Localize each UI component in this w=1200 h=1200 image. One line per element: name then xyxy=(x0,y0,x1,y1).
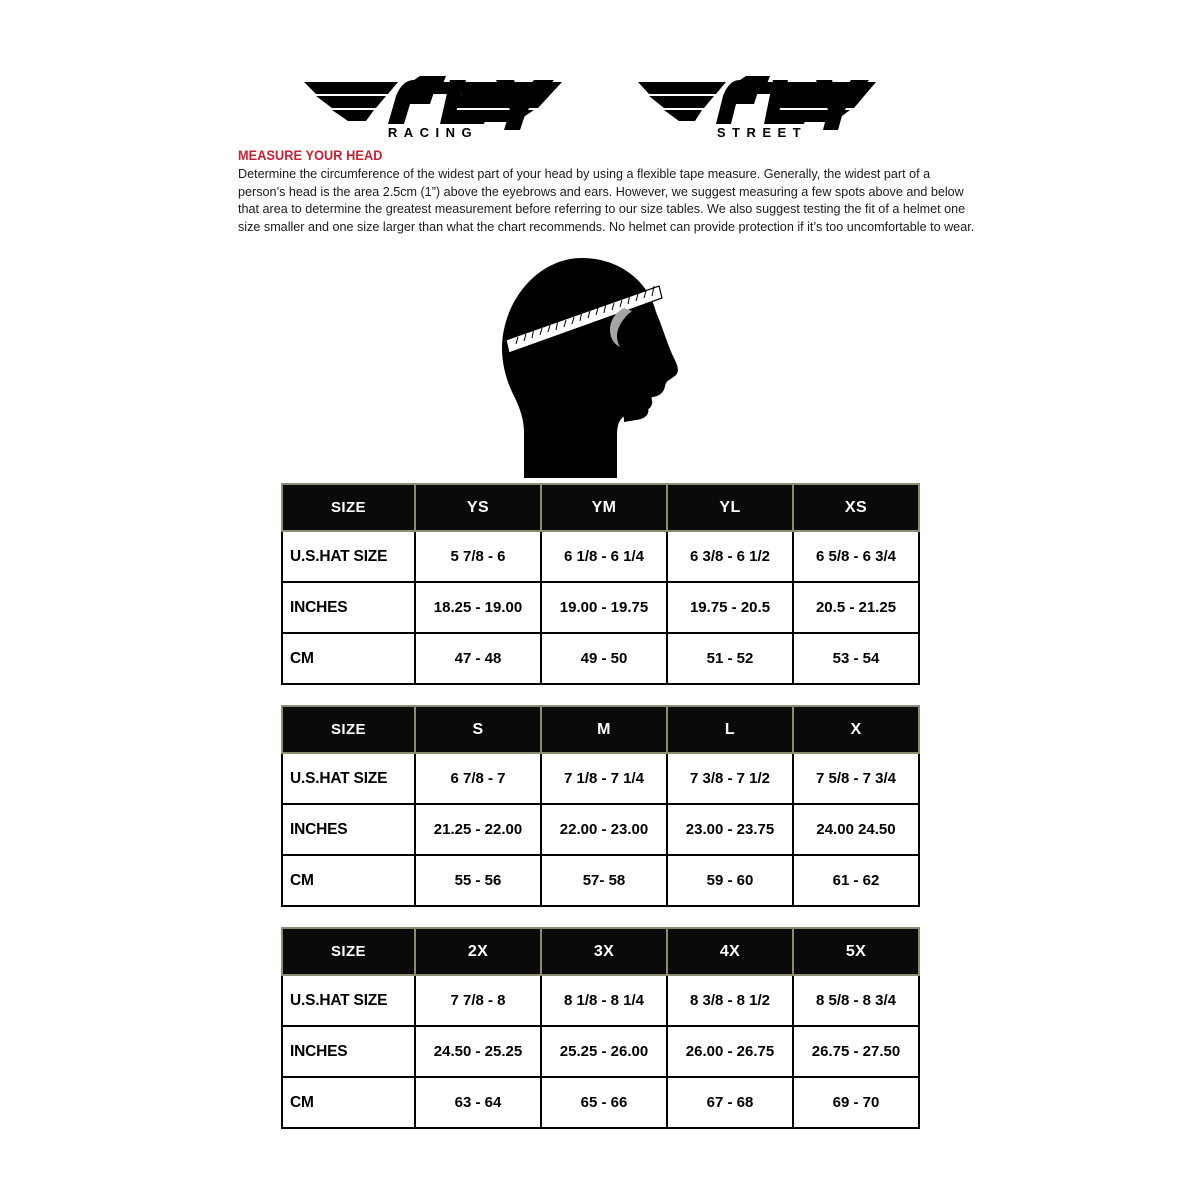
table-row: CM 55 - 56 57- 58 59 - 60 61 - 62 xyxy=(281,854,920,907)
cell-value: 18.25 - 19.00 xyxy=(414,581,542,634)
cell-value: 22.00 - 23.00 xyxy=(540,803,668,856)
intro-body-text: Determine the circumference of the wides… xyxy=(238,166,975,234)
column-header-ys: YS xyxy=(414,483,542,532)
cell-value: 61 - 62 xyxy=(792,854,920,907)
size-table-adult-standard: SIZE S M L X U.S.HAT SIZE 6 7/8 - 7 7 1/… xyxy=(281,705,920,907)
fly-street-wordmark: STREET xyxy=(717,125,807,140)
cell-value: 26.00 - 26.75 xyxy=(666,1025,794,1078)
cell-value: 6 7/8 - 7 xyxy=(414,752,542,805)
column-header-m: M xyxy=(540,705,668,754)
size-table-adult-plus: SIZE 2X 3X 4X 5X U.S.HAT SIZE 7 7/8 - 8 … xyxy=(281,927,920,1129)
cell-value: 26.75 - 27.50 xyxy=(792,1025,920,1078)
svg-text:RACING: RACING xyxy=(388,125,478,140)
cell-value: 55 - 56 xyxy=(414,854,542,907)
measure-instructions: MEASURE YOUR HEAD Determine the circumfe… xyxy=(238,148,978,235)
table-row: CM 47 - 48 49 - 50 51 - 52 53 - 54 xyxy=(281,632,920,685)
column-header-yl: YL xyxy=(666,483,794,532)
cell-value: 21.25 - 22.00 xyxy=(414,803,542,856)
cell-value: 25.25 - 26.00 xyxy=(540,1025,668,1078)
cell-value: 47 - 48 xyxy=(414,632,542,685)
column-header-4x: 4X xyxy=(666,927,794,976)
cell-value: 7 3/8 - 7 1/2 xyxy=(666,752,794,805)
cell-value: 6 3/8 - 6 1/2 xyxy=(666,530,794,583)
table-row: U.S.HAT SIZE 6 7/8 - 7 7 1/8 - 7 1/4 7 3… xyxy=(281,752,920,805)
row-label-inches: INCHES xyxy=(281,1025,416,1078)
cell-value: 5 7/8 - 6 xyxy=(414,530,542,583)
table-header-row: SIZE S M L X xyxy=(281,705,920,754)
cell-value: 23.00 - 23.75 xyxy=(666,803,794,856)
table-row: INCHES 21.25 - 22.00 22.00 - 23.00 23.00… xyxy=(281,803,920,856)
cell-value: 6 5/8 - 6 3/4 xyxy=(792,530,920,583)
cell-value: 8 3/8 - 8 1/2 xyxy=(666,974,794,1027)
cell-value: 65 - 66 xyxy=(540,1076,668,1129)
fly-racing-logo: RACING xyxy=(302,72,564,140)
column-header-2x: 2X xyxy=(414,927,542,976)
row-label-cm: CM xyxy=(281,1076,416,1129)
cell-value: 7 7/8 - 8 xyxy=(414,974,542,1027)
cell-value: 57- 58 xyxy=(540,854,668,907)
cell-value: 6 1/8 - 6 1/4 xyxy=(540,530,668,583)
fly-street-logo: STREET xyxy=(636,72,878,140)
cell-value: 7 1/8 - 7 1/4 xyxy=(540,752,668,805)
column-header-xs: XS xyxy=(792,483,920,532)
cell-value: 51 - 52 xyxy=(666,632,794,685)
eyebrow-shape xyxy=(610,308,632,347)
fly-racing-wordmark: RACING xyxy=(388,125,478,140)
cell-value: 63 - 64 xyxy=(414,1076,542,1129)
cell-value: 53 - 54 xyxy=(792,632,920,685)
row-label-cm: CM xyxy=(281,854,416,907)
row-label-inches: INCHES xyxy=(281,581,416,634)
table-row: INCHES 18.25 - 19.00 19.00 - 19.75 19.75… xyxy=(281,581,920,634)
cell-value: 19.00 - 19.75 xyxy=(540,581,668,634)
head-profile-illustration xyxy=(496,256,696,478)
cell-value: 7 5/8 - 7 3/4 xyxy=(792,752,920,805)
cell-value: 24.50 - 25.25 xyxy=(414,1025,542,1078)
table-row: INCHES 24.50 - 25.25 25.25 - 26.00 26.00… xyxy=(281,1025,920,1078)
table-header-row: SIZE 2X 3X 4X 5X xyxy=(281,927,920,976)
size-table-youth: SIZE YS YM YL XS U.S.HAT SIZE 5 7/8 - 6 … xyxy=(281,483,920,685)
svg-text:STREET: STREET xyxy=(717,125,807,140)
row-label-cm: CM xyxy=(281,632,416,685)
column-header-s: S xyxy=(414,705,542,754)
intro-heading: MEASURE YOUR HEAD xyxy=(238,148,383,163)
head-silhouette-shape xyxy=(502,258,678,478)
column-header-size: SIZE xyxy=(281,705,416,754)
column-header-size: SIZE xyxy=(281,927,416,976)
row-label-us-hat-size: U.S.HAT SIZE xyxy=(281,974,416,1027)
cell-value: 59 - 60 xyxy=(666,854,794,907)
size-tables-group: SIZE YS YM YL XS U.S.HAT SIZE 5 7/8 - 6 … xyxy=(281,483,920,1129)
cell-value: 67 - 68 xyxy=(666,1076,794,1129)
tape-measure-shape xyxy=(505,285,663,354)
row-label-us-hat-size: U.S.HAT SIZE xyxy=(281,752,416,805)
row-label-us-hat-size: U.S.HAT SIZE xyxy=(281,530,416,583)
table-row: U.S.HAT SIZE 7 7/8 - 8 8 1/8 - 8 1/4 8 3… xyxy=(281,974,920,1027)
table-row: CM 63 - 64 65 - 66 67 - 68 69 - 70 xyxy=(281,1076,920,1129)
cell-value: 24.00 24.50 xyxy=(792,803,920,856)
row-label-inches: INCHES xyxy=(281,803,416,856)
cell-value: 8 1/8 - 8 1/4 xyxy=(540,974,668,1027)
cell-value: 69 - 70 xyxy=(792,1076,920,1129)
cell-value: 20.5 - 21.25 xyxy=(792,581,920,634)
cell-value: 49 - 50 xyxy=(540,632,668,685)
table-row: U.S.HAT SIZE 5 7/8 - 6 6 1/8 - 6 1/4 6 3… xyxy=(281,530,920,583)
column-header-size: SIZE xyxy=(281,483,416,532)
cell-value: 8 5/8 - 8 3/4 xyxy=(792,974,920,1027)
column-header-5x: 5X xyxy=(792,927,920,976)
column-header-l: L xyxy=(666,705,794,754)
column-header-ym: YM xyxy=(540,483,668,532)
column-header-x: X xyxy=(792,705,920,754)
column-header-3x: 3X xyxy=(540,927,668,976)
cell-value: 19.75 - 20.5 xyxy=(666,581,794,634)
brand-logo-row: RACING STREET xyxy=(0,72,1200,142)
table-header-row: SIZE YS YM YL XS xyxy=(281,483,920,532)
